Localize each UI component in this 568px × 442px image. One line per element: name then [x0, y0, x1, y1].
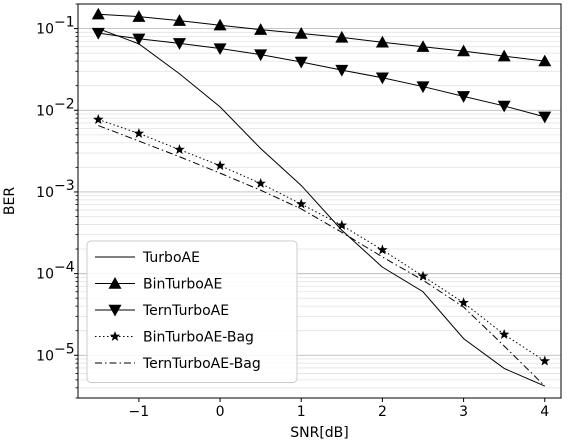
legend-marker-4	[109, 331, 121, 341]
data-point-series-2	[132, 10, 146, 22]
data-point-series-2	[375, 35, 389, 48]
x-tick-label: 4	[540, 404, 549, 420]
series-line-5	[98, 125, 546, 387]
plot-frame	[77, 3, 562, 399]
legend-label: BinTurboAE-Bag	[143, 330, 254, 346]
data-point-series-3	[538, 111, 552, 124]
y-tick-label: 10	[36, 267, 54, 283]
legend-label: TernTurboAE	[142, 303, 229, 319]
legend-label: TernTurboAE-Bag	[142, 356, 261, 372]
data-point-series-2	[538, 54, 552, 67]
y-tick-exponent: −1	[54, 15, 75, 31]
data-point-series-3	[294, 56, 308, 69]
x-tick-label: 3	[459, 404, 468, 420]
y-tick-label: 10	[36, 22, 54, 38]
y-axis-label: BER	[2, 187, 18, 215]
data-point-series-4	[93, 114, 104, 124]
data-point-series-2	[213, 18, 227, 31]
x-tick-label: 0	[216, 404, 225, 420]
series-lines	[98, 13, 546, 387]
series-line-2	[98, 13, 545, 62]
y-tick-exponent: −4	[54, 260, 75, 276]
x-axis-label: SNR[dB]	[290, 425, 349, 441]
legend-box	[86, 240, 298, 383]
series-line-1	[98, 28, 545, 387]
data-point-series-3	[457, 91, 471, 103]
data-point-series-3	[213, 43, 227, 56]
data-point-series-4	[539, 355, 550, 366]
data-point-series-3	[172, 38, 186, 50]
data-point-series-4	[133, 127, 145, 138]
data-point-series-2	[416, 40, 430, 52]
data-point-series-2	[254, 23, 268, 35]
legend-label: BinTurboAE	[143, 277, 222, 293]
data-point-series-3	[254, 49, 268, 62]
data-point-series-3	[375, 72, 389, 85]
y-tick-exponent: −3	[54, 178, 75, 194]
data-point-series-2	[294, 27, 308, 39]
series-markers	[91, 7, 552, 366]
data-point-series-4	[417, 270, 429, 281]
data-point-series-4	[214, 160, 226, 171]
legend: TurboAE BinTurboAE TernTurboAE BinTurboAE-B…	[86, 240, 298, 383]
data-point-series-2	[91, 7, 105, 20]
data-point-series-3	[416, 81, 430, 94]
data-point-series-4	[174, 144, 185, 155]
y-tick-exponent: −5	[54, 341, 75, 357]
data-point-series-4	[377, 244, 388, 255]
data-point-series-4	[458, 297, 469, 308]
series-line-3	[98, 32, 545, 118]
data-point-series-2	[335, 30, 349, 43]
data-point-series-3	[132, 33, 146, 46]
data-point-series-3	[497, 100, 511, 113]
data-point-series-2	[172, 14, 186, 26]
axis-ticks: −1 0 1 2 3 410−510−410−310−210−1	[36, 3, 549, 420]
data-point-series-4	[336, 219, 348, 230]
legend-marker-2	[108, 277, 122, 289]
data-point-series-4	[296, 198, 307, 209]
y-tick-label: 10	[36, 348, 54, 364]
x-tick-label: −1	[129, 404, 150, 420]
y-tick-label: 10	[36, 103, 54, 119]
data-point-series-4	[255, 177, 266, 188]
legend-marker-3	[108, 304, 122, 317]
x-tick-label: 1	[297, 404, 306, 420]
x-tick-label: 2	[378, 404, 387, 420]
data-point-series-2	[457, 44, 471, 57]
data-point-series-3	[335, 64, 349, 77]
y-tick-label: 10	[36, 185, 54, 201]
y-tick-exponent: −2	[54, 96, 75, 112]
data-point-series-2	[497, 49, 511, 62]
legend-label: TurboAE	[142, 250, 200, 266]
data-point-series-4	[498, 328, 510, 339]
data-point-series-3	[91, 27, 105, 40]
